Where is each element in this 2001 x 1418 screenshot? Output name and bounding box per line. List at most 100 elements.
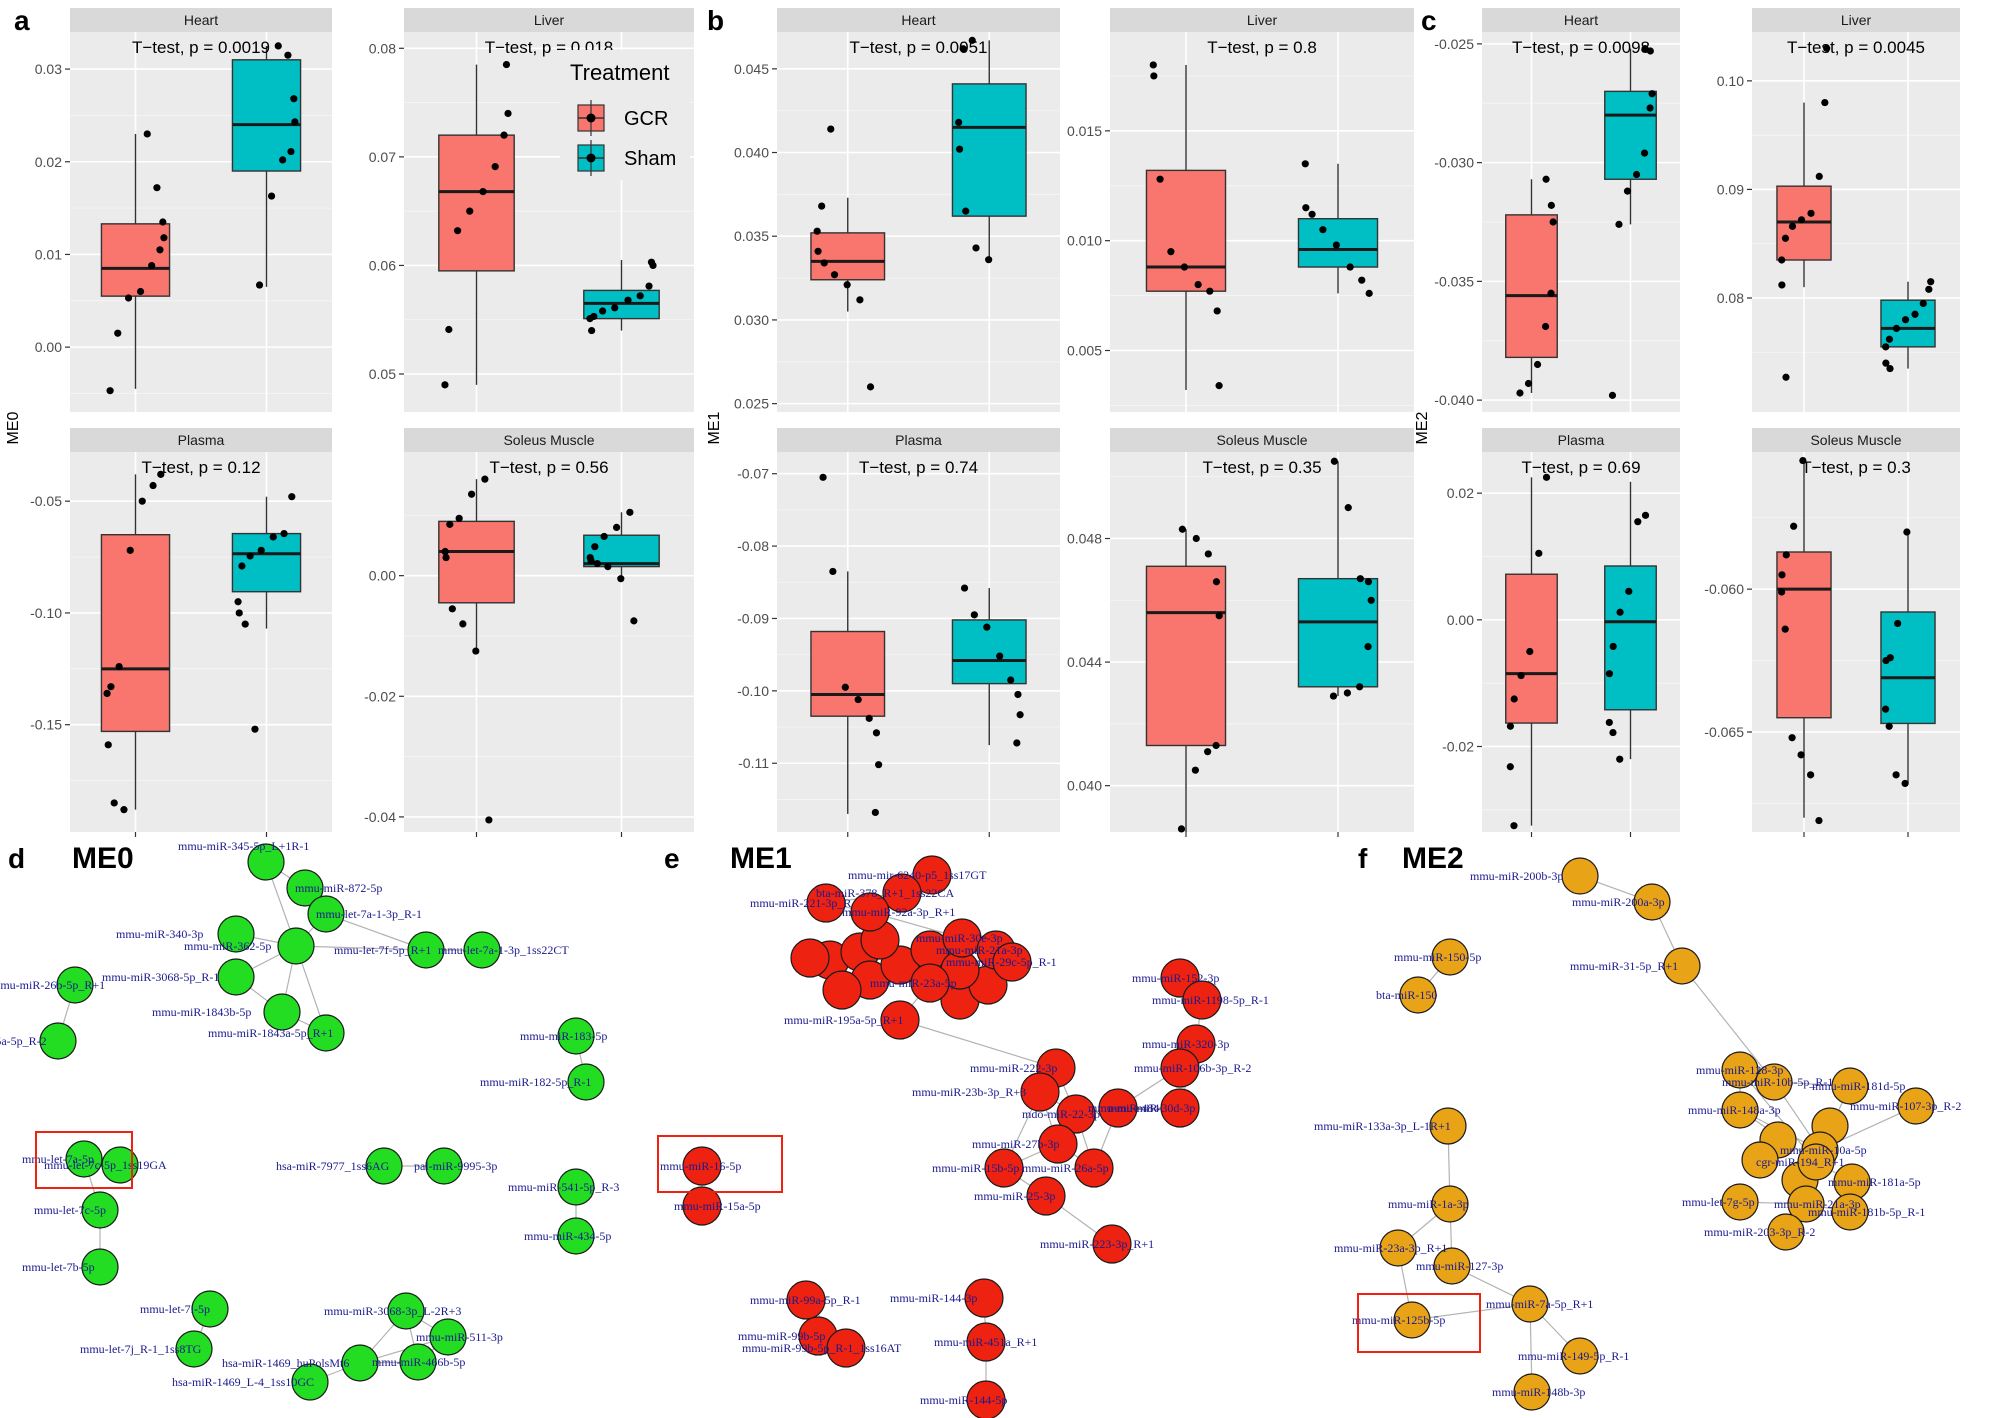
node-label: mmu-miR-181d-5p bbox=[1812, 1079, 1905, 1093]
node-label: mmu-miR-451a_R+1 bbox=[934, 1335, 1037, 1349]
network-title: ME1 bbox=[730, 842, 792, 875]
network-title: ME2 bbox=[1402, 842, 1464, 875]
network-node bbox=[822, 970, 862, 1010]
node-label: mmu-miR-183-5p bbox=[520, 1029, 607, 1043]
data-point bbox=[1821, 98, 1829, 107]
data-point bbox=[1192, 534, 1200, 543]
data-point bbox=[636, 292, 644, 300]
data-point bbox=[106, 387, 114, 395]
node-label: mmu-let-7a-5p bbox=[22, 1152, 94, 1166]
data-point bbox=[455, 514, 463, 522]
y-tick-label: 0.040 bbox=[734, 145, 769, 161]
network-node bbox=[1160, 1088, 1200, 1128]
data-point bbox=[1925, 285, 1933, 293]
y-tick-label: 0.035 bbox=[734, 228, 769, 244]
highlight-box bbox=[657, 1135, 783, 1193]
data-point bbox=[1013, 739, 1021, 747]
node-label: hsa-miR-7977_1ss6AG bbox=[276, 1159, 390, 1173]
data-point bbox=[1302, 204, 1310, 212]
facet-strip bbox=[70, 8, 332, 32]
panel-letter: c bbox=[1421, 5, 1437, 36]
data-point bbox=[138, 497, 146, 505]
node-label: mmu-miR-181b-5p_R-1 bbox=[1808, 1205, 1925, 1219]
node-label: bta-miR-378_R+1_1ss22CA bbox=[816, 886, 954, 900]
node-label: mmu-miR-125b-5p bbox=[1352, 1313, 1445, 1327]
node-label: mmu-miR-203-3p_R-2 bbox=[1704, 1225, 1815, 1239]
data-point bbox=[1919, 299, 1927, 308]
data-point bbox=[1542, 175, 1550, 183]
ttest-label: T−test, p = 0.0051 bbox=[850, 38, 988, 57]
data-point bbox=[1797, 751, 1805, 759]
data-point bbox=[866, 383, 875, 391]
data-point bbox=[1526, 647, 1534, 656]
data-point bbox=[1901, 779, 1909, 788]
y-tick-label: -0.02 bbox=[1442, 739, 1474, 755]
data-point bbox=[1781, 234, 1790, 242]
data-point bbox=[1177, 825, 1186, 833]
y-tick-label: -0.035 bbox=[1434, 273, 1474, 289]
ttest-label: T−test, p = 0.3 bbox=[1801, 458, 1911, 477]
data-point bbox=[1782, 551, 1790, 559]
data-point bbox=[827, 125, 835, 133]
y-tick-label: -0.10 bbox=[30, 605, 62, 621]
network-node bbox=[407, 931, 445, 969]
legend-label: GCR bbox=[624, 108, 668, 130]
data-point bbox=[115, 662, 123, 671]
node-label: mmu-miR-30d-3p bbox=[1108, 1101, 1195, 1115]
y-tick-label: 0.015 bbox=[1067, 123, 1102, 139]
data-point bbox=[818, 202, 826, 210]
node-label: pal-miR-9995-3p bbox=[414, 1159, 497, 1173]
network-node bbox=[1897, 1087, 1935, 1125]
data-point bbox=[1882, 705, 1890, 713]
network-node bbox=[1092, 1224, 1132, 1264]
data-point bbox=[485, 816, 493, 824]
node-label: mmu-miR-148a-3p bbox=[1688, 1103, 1781, 1117]
data-point bbox=[871, 808, 879, 817]
node-label: mmu-miR-92a-3p_R+1 bbox=[842, 905, 955, 919]
data-point bbox=[1882, 343, 1890, 351]
network-node bbox=[850, 892, 890, 932]
nodes bbox=[682, 855, 1222, 1418]
data-point bbox=[588, 326, 596, 335]
panel-letter: a bbox=[14, 5, 30, 36]
y-tick-label: 0.01 bbox=[35, 246, 62, 262]
data-point bbox=[1346, 263, 1354, 271]
node-label: mmu-miR-144-5p bbox=[920, 1393, 1007, 1407]
network-node bbox=[557, 1217, 595, 1255]
node-label: mmu-miR-223-3p_R+1 bbox=[1040, 1237, 1154, 1251]
legend-title: Treatment bbox=[570, 60, 669, 85]
network-node bbox=[1721, 1051, 1759, 1089]
network-node bbox=[1379, 1229, 1417, 1267]
data-point bbox=[1535, 549, 1543, 557]
network-node bbox=[1020, 1072, 1060, 1112]
ttest-label: T−test, p = 0.35 bbox=[1202, 458, 1321, 477]
data-point bbox=[960, 584, 969, 592]
network-node bbox=[1431, 938, 1469, 976]
facet-title: Heart bbox=[901, 12, 935, 28]
data-point bbox=[1782, 373, 1790, 381]
network-node bbox=[1561, 1337, 1599, 1375]
node-label: mmu-miR-484 bbox=[1088, 1101, 1159, 1115]
data-point bbox=[1506, 763, 1514, 771]
box-gcr bbox=[1505, 214, 1558, 359]
data-point bbox=[1609, 728, 1617, 737]
node-label: mmu-miR-148b-3p bbox=[1492, 1385, 1585, 1399]
data-point bbox=[830, 271, 839, 279]
data-point bbox=[1344, 504, 1352, 512]
data-point bbox=[1191, 766, 1199, 774]
data-point bbox=[1615, 220, 1623, 228]
data-point bbox=[1541, 322, 1550, 331]
data-point bbox=[955, 118, 963, 126]
network-node bbox=[1098, 1088, 1138, 1128]
network-node bbox=[1399, 976, 1437, 1014]
facet-title: Soleus Muscle bbox=[1810, 432, 1901, 448]
data-point bbox=[454, 227, 462, 235]
node-label: mmu-miR-23a-5p bbox=[870, 976, 957, 990]
node-label: mmu-miR-511-3p bbox=[416, 1330, 503, 1344]
data-point bbox=[1807, 771, 1815, 779]
facet-strip bbox=[1482, 8, 1680, 32]
data-point bbox=[959, 45, 967, 53]
data-point bbox=[1885, 335, 1894, 343]
data-point bbox=[1206, 287, 1214, 295]
network-node bbox=[1755, 1063, 1793, 1101]
